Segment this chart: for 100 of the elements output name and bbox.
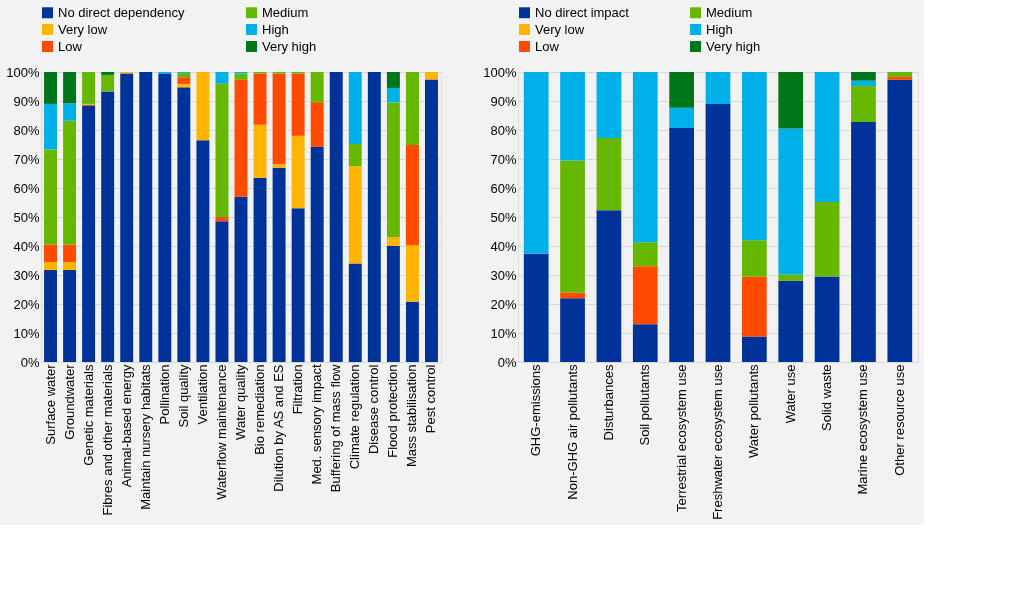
bar bbox=[291, 208, 305, 362]
bar bbox=[386, 102, 400, 238]
x-tick-label: Soil quality bbox=[175, 364, 191, 428]
bar bbox=[44, 261, 57, 271]
legend-label: Low bbox=[58, 38, 83, 54]
x-tick-label: Animal-based energy bbox=[118, 364, 134, 488]
bar bbox=[196, 140, 210, 362]
legend-label: Medium bbox=[706, 4, 753, 20]
x-tick-label: Other resource use bbox=[891, 364, 907, 476]
x-tick-label: Pest control bbox=[423, 364, 439, 434]
bar bbox=[101, 72, 115, 75]
bar bbox=[560, 160, 585, 293]
bar bbox=[253, 73, 267, 125]
y-tick-label: 30% bbox=[490, 267, 517, 283]
x-tick-label: Disturbances bbox=[600, 364, 616, 441]
bar bbox=[215, 217, 229, 222]
y-tick-label: 20% bbox=[490, 296, 517, 312]
y-tick-label: 50% bbox=[490, 209, 517, 225]
bar bbox=[272, 163, 286, 168]
bar bbox=[120, 73, 134, 362]
bar bbox=[405, 301, 419, 362]
x-tick-label: GHG-emissions bbox=[528, 364, 544, 457]
x-tick-label: Surface water bbox=[42, 363, 58, 445]
x-tick-label: Pollination bbox=[156, 364, 172, 425]
x-tick-label: Bio remediation bbox=[252, 364, 268, 455]
bar bbox=[560, 298, 585, 362]
bar bbox=[310, 72, 324, 103]
bar bbox=[560, 72, 585, 161]
y-tick-label: 20% bbox=[13, 296, 40, 312]
x-tick-label: Soil pollutants bbox=[637, 364, 653, 446]
bar bbox=[632, 324, 658, 362]
bar bbox=[329, 72, 343, 362]
bar bbox=[291, 73, 305, 136]
legend-label: High bbox=[706, 21, 733, 37]
bar bbox=[44, 72, 57, 104]
bar bbox=[82, 105, 96, 362]
x-tick-label: Marine ecosystem use bbox=[855, 364, 871, 495]
y-tick-label: 0% bbox=[20, 354, 40, 370]
bar bbox=[669, 127, 694, 362]
bar bbox=[632, 72, 658, 243]
bar bbox=[425, 72, 438, 80]
bar bbox=[386, 72, 400, 88]
y-tick-label: 10% bbox=[13, 325, 40, 341]
bar bbox=[596, 210, 622, 362]
bar bbox=[778, 274, 804, 281]
bar bbox=[272, 167, 286, 362]
bar bbox=[851, 85, 876, 122]
y-tick-label: 90% bbox=[13, 93, 40, 109]
y-tick-label: 60% bbox=[490, 180, 517, 196]
bar bbox=[215, 72, 229, 84]
bar bbox=[215, 221, 229, 362]
bar bbox=[887, 79, 913, 362]
x-tick-label: Genetic materials bbox=[80, 364, 96, 466]
y-tick-label: 0% bbox=[497, 354, 517, 370]
bar bbox=[425, 79, 438, 362]
y-tick-label: 40% bbox=[13, 238, 40, 254]
y-tick-label: 50% bbox=[13, 209, 40, 225]
bar bbox=[101, 74, 115, 92]
bar bbox=[101, 91, 115, 362]
bar bbox=[705, 103, 731, 362]
legend-label: High bbox=[262, 21, 289, 37]
bar bbox=[851, 80, 876, 86]
x-tick-label: Maintain nursery habitats bbox=[137, 364, 153, 510]
bar bbox=[742, 240, 767, 277]
bar bbox=[367, 72, 381, 362]
x-tick-label: Water pollutants bbox=[746, 364, 762, 458]
bar bbox=[348, 263, 362, 362]
x-tick-label: Solid waste bbox=[819, 364, 835, 431]
x-tick-label: Filtration bbox=[290, 364, 306, 415]
y-tick-label: 80% bbox=[490, 122, 517, 138]
bar bbox=[778, 128, 804, 275]
legend-label: Medium bbox=[262, 4, 309, 20]
bar bbox=[523, 253, 549, 362]
bar bbox=[215, 83, 229, 217]
x-tick-label: Disease control bbox=[366, 364, 382, 455]
bar bbox=[705, 72, 731, 104]
bar bbox=[405, 145, 419, 246]
bar bbox=[196, 72, 210, 141]
y-tick-label: 90% bbox=[490, 93, 517, 109]
bar bbox=[234, 79, 248, 197]
legend-label: Very low bbox=[535, 21, 585, 37]
y-tick-label: 70% bbox=[490, 151, 517, 167]
bar bbox=[44, 103, 57, 150]
bar bbox=[139, 72, 153, 362]
bar bbox=[523, 72, 549, 254]
bar bbox=[596, 72, 622, 139]
bar bbox=[814, 201, 840, 277]
bar bbox=[44, 270, 57, 362]
y-tick-label: 40% bbox=[490, 238, 517, 254]
bar bbox=[177, 87, 191, 362]
y-tick-label: 70% bbox=[13, 151, 40, 167]
bar bbox=[63, 244, 77, 262]
bar bbox=[234, 196, 248, 362]
bar bbox=[560, 292, 585, 299]
y-tick-label: 100% bbox=[483, 64, 517, 80]
bar bbox=[814, 276, 840, 362]
bar bbox=[778, 280, 804, 362]
y-tick-label: 100% bbox=[6, 64, 40, 80]
legend-label: Very high bbox=[262, 38, 317, 54]
bar bbox=[669, 107, 694, 128]
